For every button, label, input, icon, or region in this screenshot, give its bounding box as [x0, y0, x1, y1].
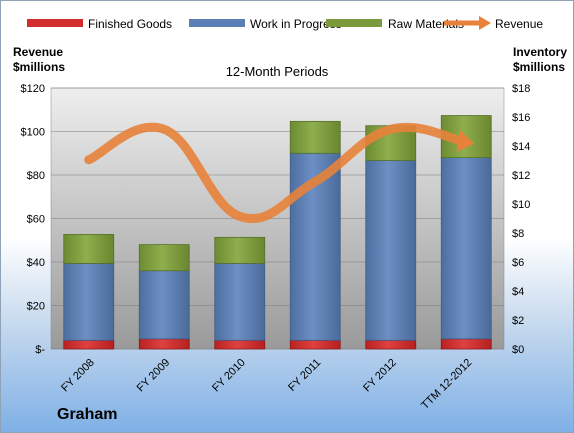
- category-label: FY 2010: [210, 357, 248, 395]
- left-axis-title-line1: Revenue: [13, 45, 63, 59]
- bar-work-in-progress: [138, 270, 190, 340]
- left-tick-label: $80: [27, 170, 45, 182]
- company-name: Graham: [57, 406, 118, 423]
- bar-finished-goods: [365, 339, 417, 350]
- bar-work-in-progress: [214, 263, 266, 341]
- left-tick-label: $100: [21, 127, 45, 139]
- bar-raw-materials: [138, 244, 190, 272]
- legend-arrow-revenue: [479, 16, 491, 30]
- right-tick-label: $14: [512, 141, 530, 153]
- left-tick-label: $40: [27, 257, 45, 269]
- bar-finished-goods: [63, 339, 115, 350]
- left-tick-label: $20: [27, 301, 45, 313]
- revenue-arrowhead: [456, 130, 475, 152]
- legend-label-revenue: Revenue: [495, 17, 543, 31]
- right-axis-title-line1: Inventory: [513, 45, 567, 59]
- right-tick-label: $4: [512, 286, 524, 298]
- left-tick-label: $-: [35, 344, 45, 356]
- right-tick-label: $16: [512, 112, 530, 124]
- legend-swatch-finished-goods: [27, 19, 83, 27]
- bar-finished-goods: [214, 339, 266, 350]
- bar-raw-materials: [289, 120, 341, 154]
- legend-label-finished-goods: Finished Goods: [88, 17, 172, 31]
- legend: Finished Goods Work in Progress Raw Mate…: [27, 16, 543, 31]
- category-label: FY 2011: [286, 357, 323, 394]
- left-axis-title-line2: $millions: [13, 60, 65, 74]
- revenue-series-line: [84, 122, 471, 223]
- bar-raw-materials: [214, 236, 266, 264]
- category-label: TTM 12-2012: [419, 357, 474, 412]
- legend-swatch-raw-materials: [326, 19, 382, 27]
- chart-title: 12-Month Periods: [226, 64, 329, 79]
- right-tick-label: $12: [512, 170, 530, 182]
- category-label: FY 2008: [59, 357, 97, 395]
- right-tick-label: $2: [512, 315, 524, 327]
- right-tick-label: $10: [512, 199, 530, 211]
- right-tick-label: $6: [512, 257, 524, 269]
- bar-raw-materials: [63, 234, 115, 264]
- right-tick-label: $18: [512, 83, 530, 95]
- bar-finished-goods: [138, 338, 190, 350]
- revenue-line: [84, 122, 475, 223]
- bar-finished-goods: [440, 338, 492, 350]
- left-tick-label: $120: [21, 83, 45, 95]
- bar-work-in-progress: [63, 263, 115, 341]
- category-labels: FY 2008 FY 2009 FY 2010 FY 2011 FY 2012 TTM 1…: [59, 357, 474, 412]
- category-label: FY 2012: [361, 357, 399, 395]
- right-tick-label: $8: [512, 228, 524, 240]
- legend-label-work-in-progress: Work in Progress: [250, 17, 342, 31]
- right-axis-ticks: $0 $2 $4 $6 $8 $10 $12 $14 $16 $18: [512, 83, 530, 356]
- bar-work-in-progress: [365, 160, 417, 341]
- left-tick-label: $60: [27, 214, 45, 226]
- right-tick-label: $0: [512, 344, 524, 356]
- left-axis-ticks: $- $20 $40 $60 $80 $100 $120: [21, 83, 46, 356]
- bar-work-in-progress: [440, 157, 492, 340]
- category-label: FY 2009: [135, 357, 173, 395]
- legend-swatch-work-in-progress: [189, 19, 245, 27]
- bars: [63, 115, 492, 350]
- right-axis-title-line2: $millions: [513, 60, 565, 74]
- bar-finished-goods: [289, 339, 341, 350]
